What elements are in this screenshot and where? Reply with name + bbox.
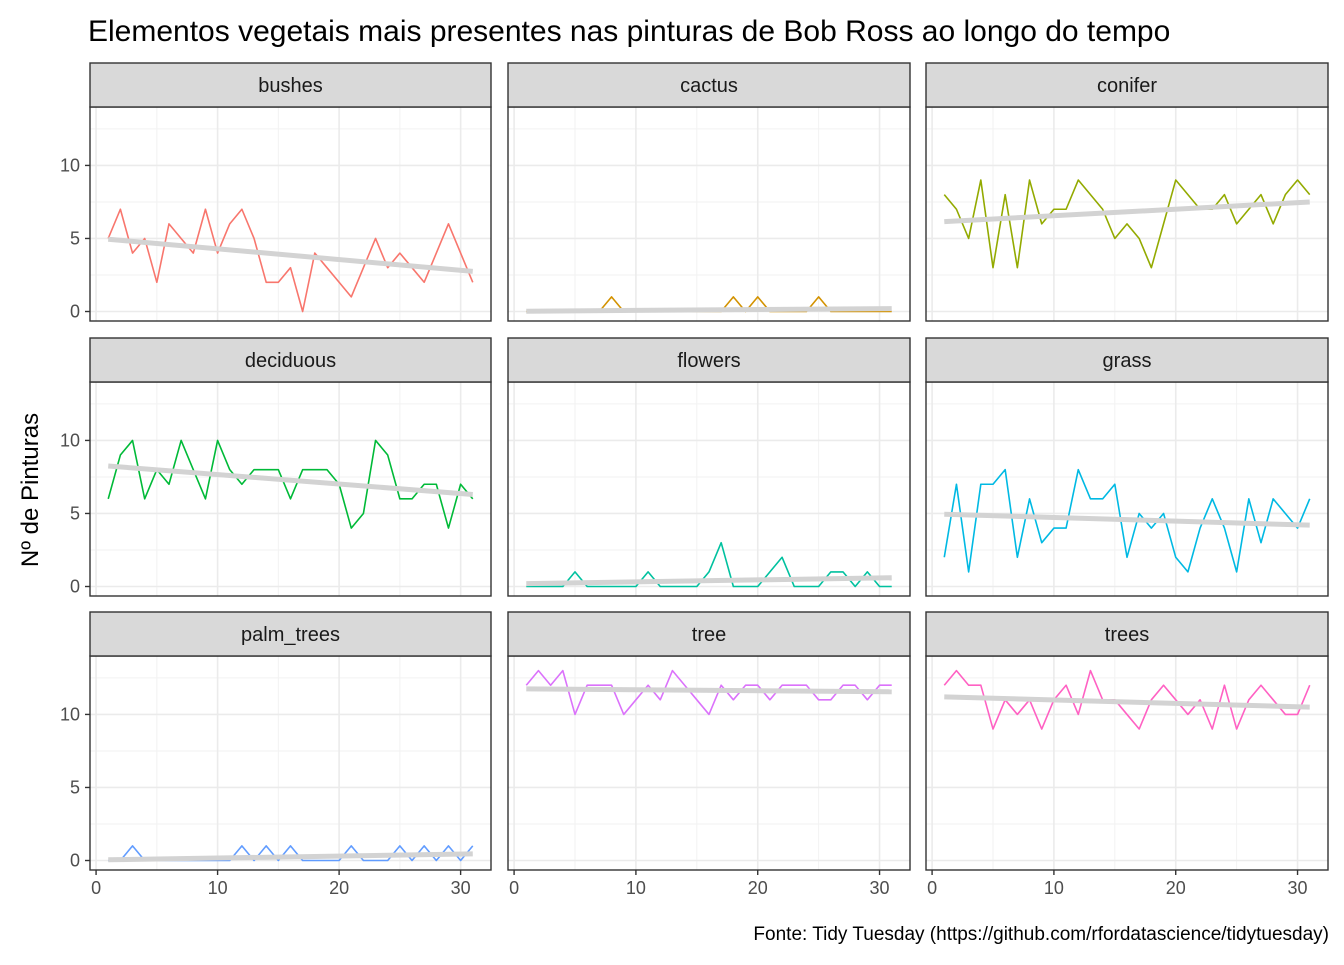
facet-strip-label: cactus (680, 75, 738, 97)
trend-line (526, 575, 892, 587)
x-tick-label: 30 (870, 878, 890, 898)
facet-bushes: bushes 0 5 10 (60, 62, 492, 322)
trend-line (108, 463, 473, 497)
panel-background (90, 107, 491, 321)
facet-cactus: cactus (507, 62, 911, 322)
y-tick-label: 10 (60, 704, 80, 724)
trend-line (108, 851, 473, 863)
series-line-tree (525, 669, 892, 716)
x-tick-label: 20 (329, 878, 349, 898)
chart-caption: Fonte: Tidy Tuesday (https://github.com/… (753, 924, 1329, 945)
panel-background (508, 382, 910, 596)
y-tick-label: 5 (70, 503, 80, 523)
facet-strip (925, 337, 1329, 383)
facet-trees: trees 0 10 20 30 (925, 611, 1329, 898)
trend-line (944, 511, 1310, 528)
facet-strip-label: palm_trees (241, 624, 340, 646)
facet-strip (925, 62, 1329, 108)
facet-conifer: conifer (925, 62, 1329, 322)
facet-deciduous: deciduous 0 5 10 (60, 337, 492, 597)
series-line-flowers (526, 541, 892, 588)
x-tick-label: 30 (451, 878, 471, 898)
facet-strip-label: conifer (1097, 75, 1157, 97)
facet-panels: bushes 0 5 10 cactus conifer deciduous 0 5 10 flow… (60, 62, 1329, 898)
trend-line (108, 236, 473, 274)
facet-strip (89, 62, 492, 108)
facet-strip (507, 62, 911, 108)
facet-strip-label: deciduous (245, 350, 336, 372)
y-tick-label: 0 (70, 577, 80, 597)
x-tick-label: 0 (927, 878, 937, 898)
panel-background (90, 656, 491, 870)
series-line-conifer (943, 179, 1311, 269)
y-tick-label: 5 (70, 777, 80, 797)
y-axis-label: Nº de Pinturas (17, 413, 44, 567)
x-tick-label: 10 (626, 878, 646, 898)
series-line-deciduous (107, 439, 474, 529)
chart-title: Elementos vegetais mais presentes nas pi… (88, 15, 1170, 48)
panel-background (926, 382, 1328, 596)
trend-line (944, 199, 1310, 225)
x-tick-label: 10 (208, 878, 228, 898)
facet-grass: grass (925, 337, 1329, 597)
x-tick-label: 20 (748, 878, 768, 898)
panel-background (926, 656, 1328, 870)
trend-line (526, 686, 892, 695)
facet-strip-label: bushes (258, 75, 323, 97)
x-tick-label: 30 (1288, 878, 1308, 898)
trend-line (944, 694, 1310, 710)
facet-strip (925, 611, 1329, 657)
facet-tree: tree 0 10 20 30 (507, 611, 911, 898)
facet-strip (507, 337, 911, 383)
y-tick-label: 0 (70, 302, 80, 322)
series-line-grass (943, 468, 1311, 573)
y-tick-label: 10 (60, 430, 80, 450)
facet-strip (507, 611, 911, 657)
facet-strip (89, 337, 492, 383)
panel-background (508, 107, 910, 321)
x-tick-label: 0 (509, 878, 519, 898)
x-tick-label: 20 (1166, 878, 1186, 898)
y-tick-label: 0 (70, 851, 80, 871)
facet-strip-label: tree (692, 624, 726, 646)
x-tick-label: 0 (91, 878, 101, 898)
facet-strip-label: grass (1103, 350, 1152, 372)
trend-line (526, 306, 892, 314)
facet-palm-trees: palm_trees 0 5 10 0 10 20 30 (60, 611, 492, 898)
facet-strip-label: trees (1105, 624, 1149, 646)
y-tick-label: 10 (60, 155, 80, 175)
facet-strip (89, 611, 492, 657)
y-tick-label: 5 (70, 228, 80, 248)
facet-flowers: flowers (507, 337, 911, 597)
facet-strip-label: flowers (677, 350, 740, 372)
x-tick-label: 10 (1044, 878, 1064, 898)
